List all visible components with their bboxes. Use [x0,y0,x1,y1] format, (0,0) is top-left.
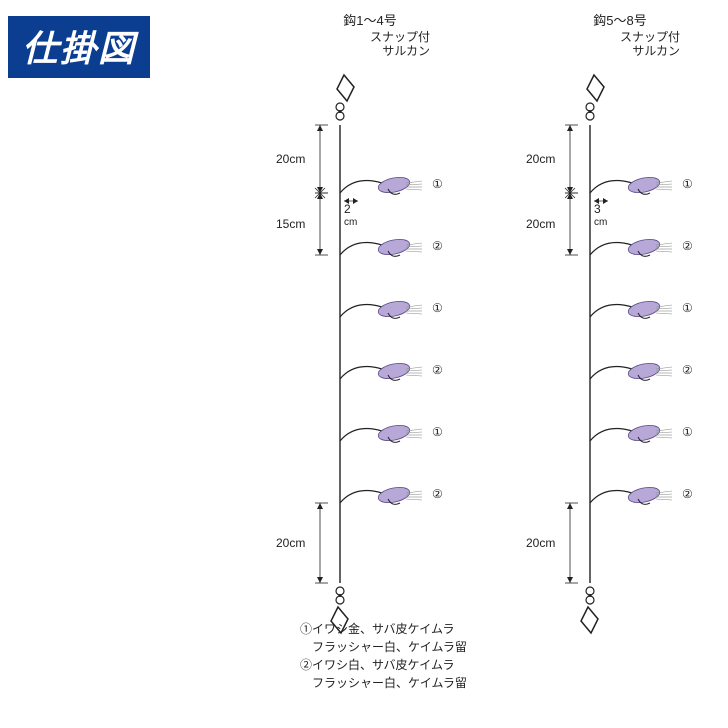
lure-number: ② [682,363,693,377]
spacing-label: 15cm [276,217,305,231]
bottom-gap-label: 20cm [526,536,555,550]
top-gap-label: 20cm [276,152,305,166]
rig-right: 鈎5～8号 スナップ付 サルカン 20cm20cm3cm20cm①②①②①② [520,10,720,648]
lure-number: ① [682,301,693,315]
lure-number: ② [682,487,693,501]
lure-number: ② [432,239,443,253]
lure-number: ① [432,177,443,191]
branch-len-label: 3cm [594,203,607,228]
lure-number: ① [432,301,443,315]
legend-line: ①イワシ金、サバ皮ケイムラ [300,620,467,638]
lure-number: ② [432,487,443,501]
title-badge: 仕掛図 [8,16,150,78]
bottom-gap-label: 20cm [276,536,305,550]
lure-number: ② [682,239,693,253]
rig-svg [520,33,720,643]
legend: ①イワシ金、サバ皮ケイムラ フラッシャー白、ケイムラ留 ②イワシ白、サバ皮ケイム… [300,620,467,692]
legend-line: フラッシャー白、ケイムラ留 [300,674,467,692]
rig-diagram: 20cm 20cm 3cm 20cm ① ② ① ② ① ② [520,33,720,648]
hook-range-label: 鈎5～8号 [520,10,720,29]
lure-number: ① [682,177,693,191]
spacing-label: 20cm [526,217,555,231]
top-gap-label: 20cm [526,152,555,166]
lure-number: ① [432,425,443,439]
hook-range-label: 鈎1～4号 [270,10,470,29]
legend-line: ②イワシ白、サバ皮ケイムラ [300,656,467,674]
rig-diagram: 20cm 15cm 2cm 20cm ① ② ① ② ① ② [270,33,470,648]
lure-number: ② [432,363,443,377]
legend-line: フラッシャー白、ケイムラ留 [300,638,467,656]
rig-svg [270,33,470,643]
branch-len-label: 2cm [344,203,357,228]
rig-left: 鈎1～4号 スナップ付 サルカン 20cm15cm2cm20cm①②①②①② [270,10,470,648]
lure-number: ① [682,425,693,439]
